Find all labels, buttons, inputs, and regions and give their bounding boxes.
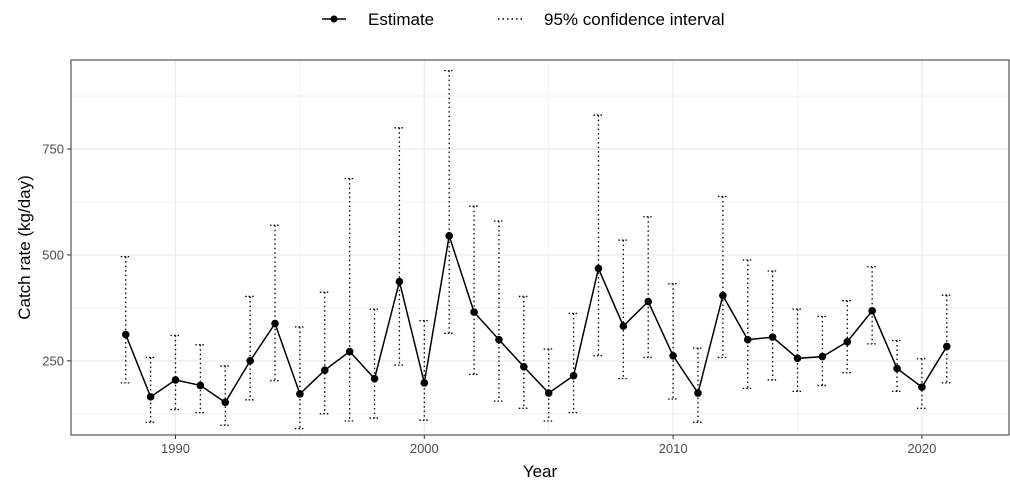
legend-estimate-label: Estimate <box>368 10 434 29</box>
estimate-point <box>495 336 503 344</box>
estimate-point <box>843 338 851 346</box>
estimate-point <box>221 399 229 407</box>
estimate-point <box>644 298 652 306</box>
grid-minor <box>71 60 1009 435</box>
y-tick-label: 250 <box>42 353 64 368</box>
estimate-point <box>396 278 404 286</box>
y-tick-label: 500 <box>42 247 64 262</box>
estimate-point <box>172 376 180 384</box>
estimate-point <box>819 353 827 361</box>
estimate-point <box>445 232 453 240</box>
grid-major <box>71 60 1009 435</box>
estimate-point <box>197 382 205 390</box>
x-tick-label: 2020 <box>907 441 936 456</box>
x-tick-label: 1990 <box>161 441 190 456</box>
estimate-point <box>694 389 702 397</box>
y-tick-label: 750 <box>42 141 64 156</box>
estimate-point <box>321 366 329 374</box>
estimate-point <box>147 393 155 401</box>
legend-estimate-point-icon <box>331 16 338 23</box>
legend: Estimate 95% confidence interval <box>322 10 725 29</box>
estimate-point <box>943 343 951 351</box>
estimate-point <box>470 308 478 316</box>
x-tick-label: 2000 <box>410 441 439 456</box>
y-axis: 250 500 750 <box>42 141 71 368</box>
estimate-point <box>669 352 677 360</box>
estimate-point <box>271 320 279 328</box>
estimate-point <box>620 322 628 330</box>
x-axis-title: Year <box>523 462 558 481</box>
legend-ci-label: 95% confidence interval <box>544 10 725 29</box>
estimate-point <box>918 383 926 391</box>
estimate-point <box>296 390 304 398</box>
estimate-point <box>421 379 429 387</box>
estimate-point <box>893 365 901 373</box>
confidence-intervals <box>121 71 952 429</box>
estimate-series <box>122 232 951 406</box>
estimate-point <box>520 363 528 371</box>
estimate-point <box>545 389 553 397</box>
estimate-point <box>769 333 777 341</box>
estimate-point <box>570 372 578 380</box>
estimate-point <box>744 336 752 344</box>
estimate-point <box>595 265 603 273</box>
estimate-point <box>346 348 354 356</box>
x-tick-label: 2010 <box>659 441 688 456</box>
estimate-point <box>371 375 379 383</box>
x-axis: 1990 2000 2010 2020 <box>161 435 936 456</box>
estimate-point <box>122 331 130 339</box>
estimate-point <box>719 292 727 300</box>
estimate-point <box>794 355 802 363</box>
estimate-line <box>126 236 947 403</box>
estimate-point <box>868 307 876 315</box>
panel-border <box>71 60 1009 435</box>
y-axis-title: Catch rate (kg/day) <box>15 175 34 320</box>
estimate-point <box>246 357 254 365</box>
